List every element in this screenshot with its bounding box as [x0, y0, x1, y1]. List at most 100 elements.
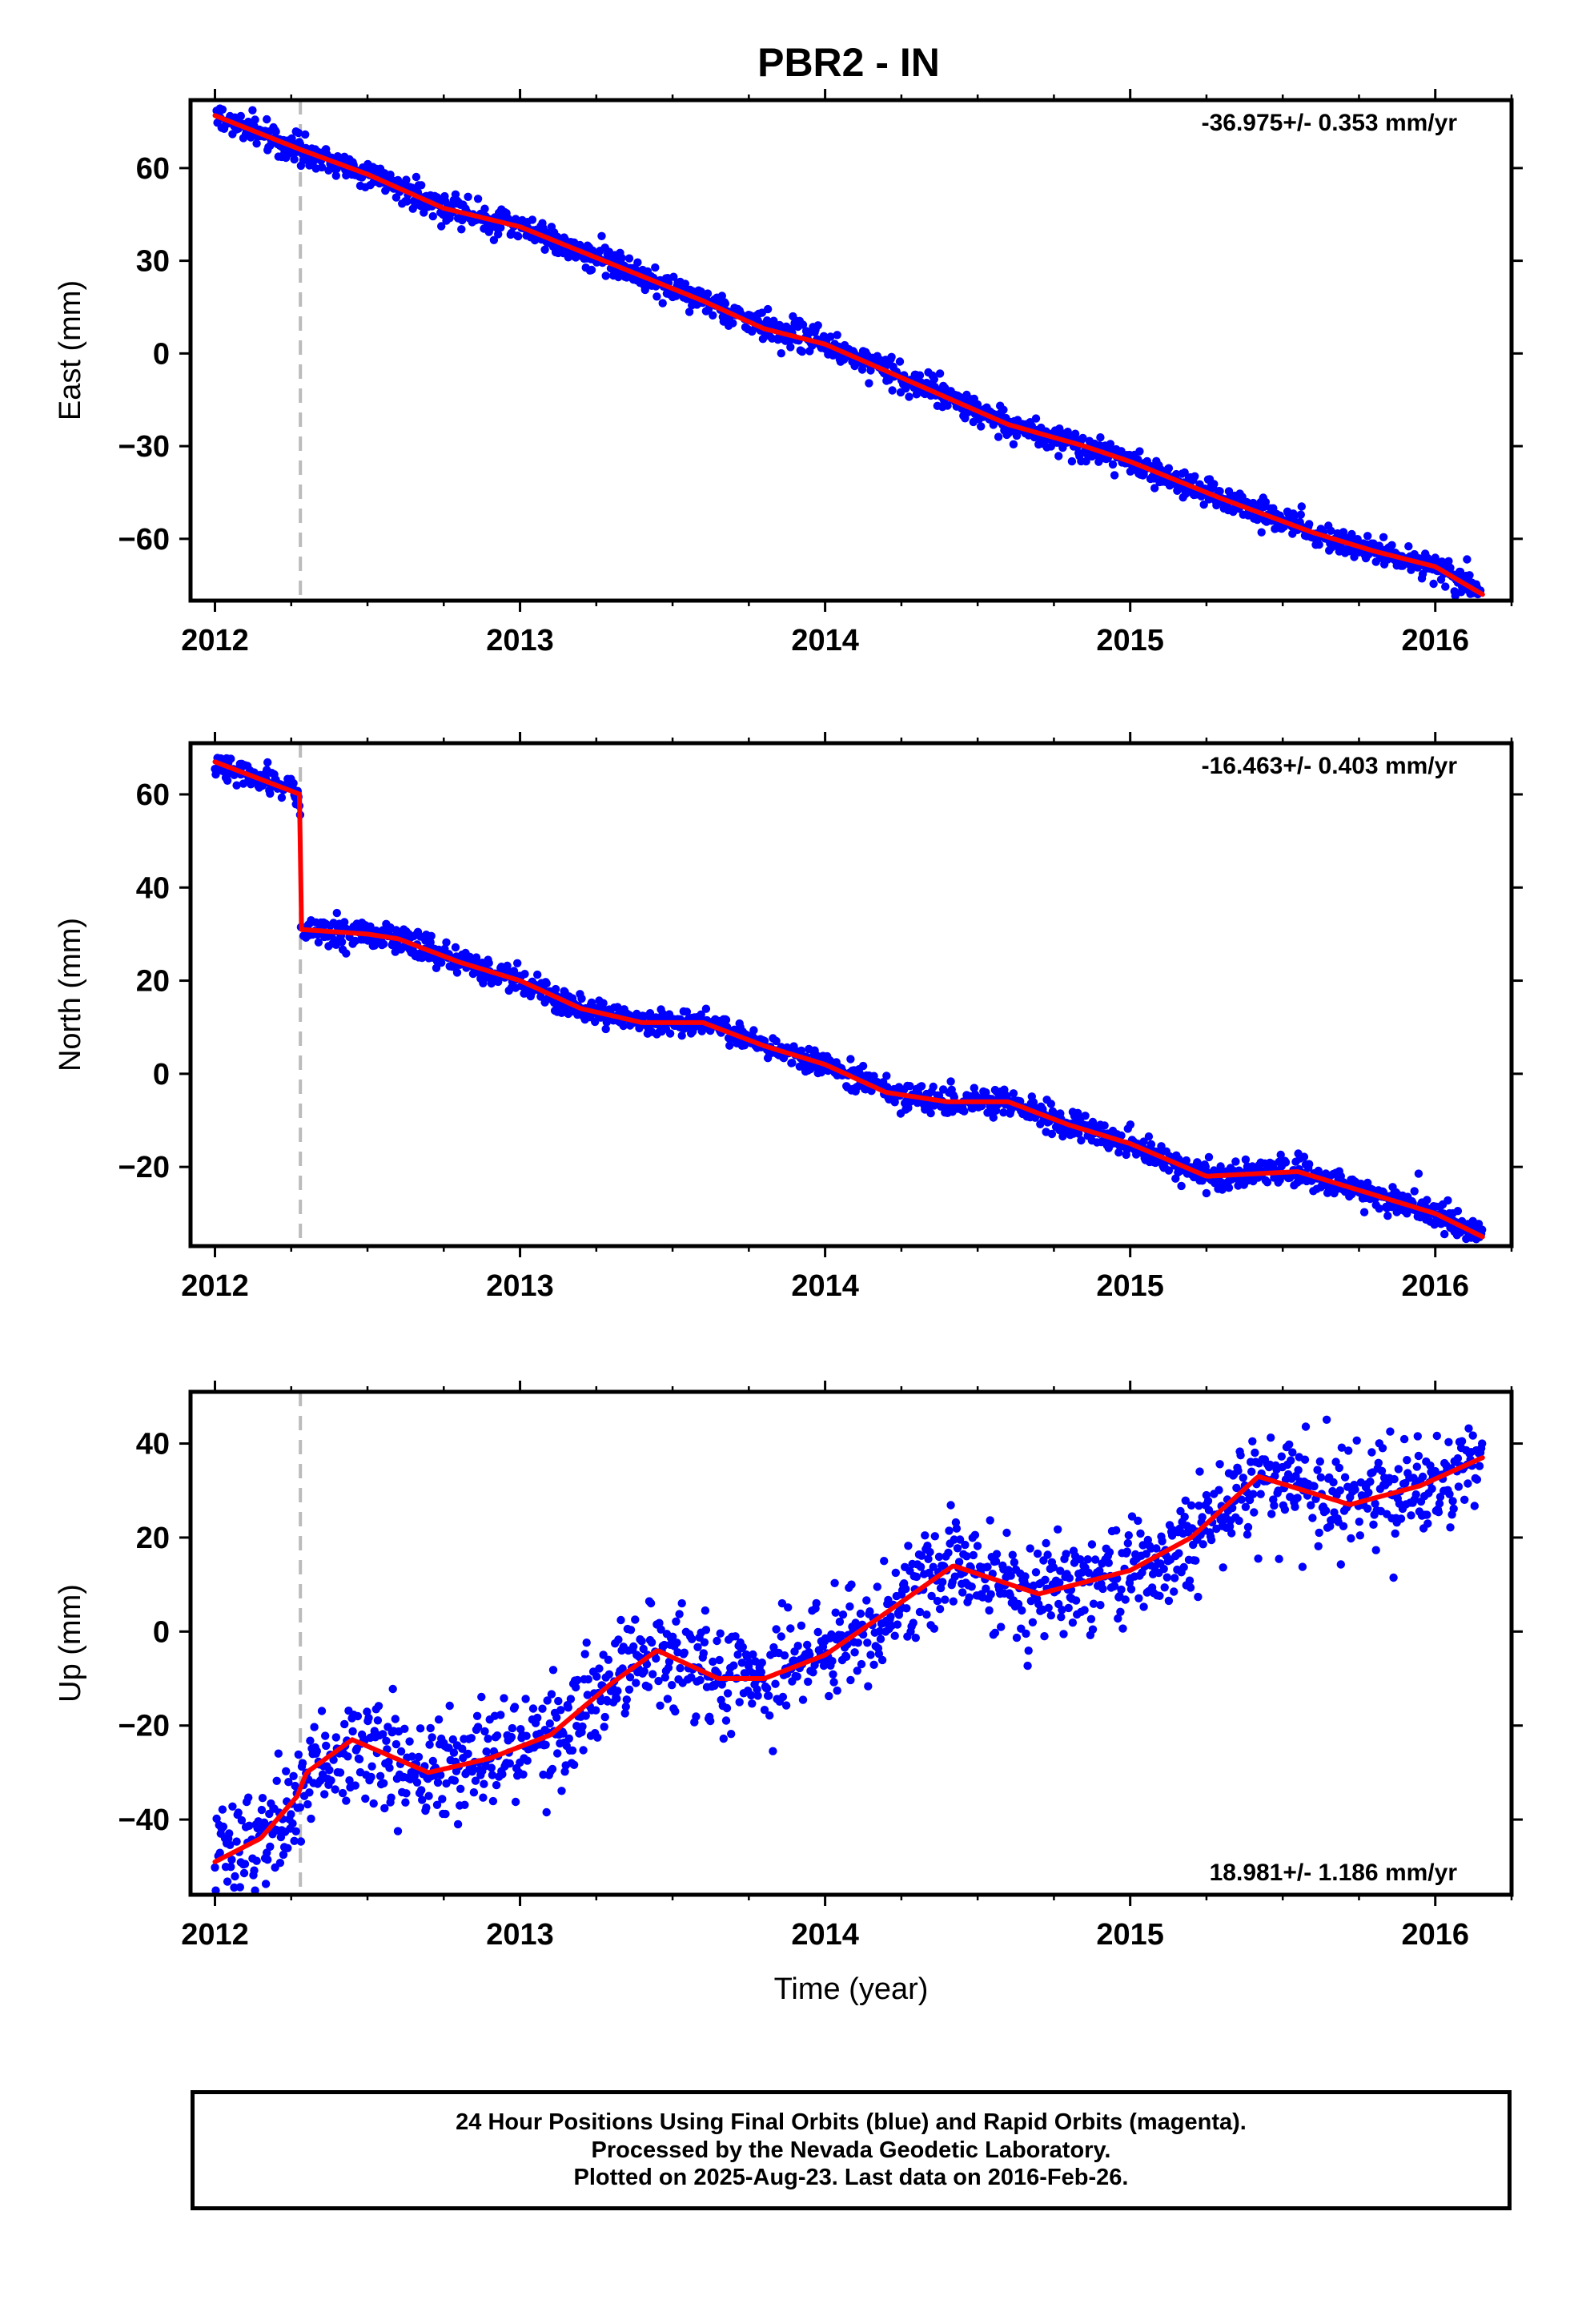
data-point [1054, 1526, 1062, 1534]
x-tick-label: 2016 [1401, 624, 1469, 657]
figure: PBR2 - IN 2012 2013 2014 2015 201660300−30−6… [0, 0, 1582, 2324]
data-point [1464, 1479, 1472, 1487]
data-point [339, 1789, 347, 1797]
data-point [1098, 1585, 1106, 1593]
data-point [438, 1795, 446, 1803]
data-point [814, 1628, 822, 1636]
data-point [1465, 571, 1473, 579]
data-point [888, 386, 896, 394]
data-point [797, 1622, 805, 1630]
data-point [601, 1713, 609, 1721]
data-point [578, 1723, 586, 1731]
y-tick-label: 30 [136, 245, 170, 279]
data-point [488, 1763, 496, 1771]
panel-up: 2012 2013 2014 2015 201640200−20−40Up (mm)18… [54, 1381, 1523, 2006]
data-point [794, 1642, 802, 1650]
data-point [1242, 1156, 1250, 1164]
data-point [512, 1798, 520, 1806]
data-point [332, 1733, 340, 1741]
data-point [1299, 1562, 1307, 1570]
rate-annotation: -36.975+/- 0.353 mm/yr [1202, 110, 1458, 136]
data-point [367, 1763, 375, 1771]
data-point [1247, 1468, 1255, 1476]
data-point [364, 1714, 372, 1722]
data-point [781, 1651, 789, 1659]
data-point [1270, 1502, 1278, 1510]
data-point [1023, 1662, 1031, 1670]
data-point [623, 1695, 631, 1703]
data-point [912, 1634, 920, 1642]
data-point [391, 1715, 400, 1723]
data-point [1375, 1459, 1383, 1467]
data-point [1288, 1448, 1296, 1456]
data-point [1210, 480, 1218, 488]
data-point [1355, 1518, 1363, 1526]
data-point [1419, 1473, 1427, 1481]
data-point [1177, 1182, 1185, 1190]
data-point [287, 1810, 295, 1818]
data-point [402, 1789, 410, 1797]
data-point [1029, 1618, 1037, 1626]
data-point [729, 319, 737, 327]
data-point [1464, 1425, 1472, 1433]
x-tick-label: 2013 [486, 1269, 554, 1303]
data-point [1170, 1587, 1178, 1595]
data-point [543, 979, 551, 987]
data-point [1435, 1508, 1443, 1516]
data-point [656, 1702, 664, 1710]
data-point [1180, 1563, 1188, 1571]
data-point [370, 1799, 378, 1807]
data-point [236, 1883, 244, 1891]
data-point [1372, 1546, 1380, 1554]
data-point [223, 777, 231, 785]
data-point [1443, 1196, 1452, 1204]
data-point [961, 1541, 969, 1549]
data-point [425, 1740, 433, 1748]
data-point [529, 1704, 537, 1712]
x-tick-label: 2014 [791, 1918, 859, 1952]
data-point [1336, 1486, 1344, 1494]
data-point [987, 1590, 995, 1598]
data-point [480, 1727, 488, 1735]
data-point [1341, 1474, 1349, 1482]
data-point [297, 1837, 305, 1845]
data-point [652, 292, 661, 300]
data-point [850, 1648, 858, 1656]
data-point [489, 1797, 497, 1805]
data-point [1423, 1519, 1431, 1527]
data-point [688, 1635, 696, 1643]
data-point [1045, 1604, 1053, 1612]
data-point [997, 1622, 1005, 1630]
data-point [622, 1703, 630, 1711]
data-point [385, 1763, 393, 1771]
data-point [832, 1609, 840, 1617]
data-point [1315, 1529, 1323, 1537]
data-point [424, 1792, 432, 1800]
panels: 2012 2013 2014 2015 201660300−30−60East (mm)… [54, 89, 1523, 2006]
data-point [593, 1734, 601, 1742]
data-point [292, 1827, 300, 1835]
data-point [290, 155, 298, 163]
data-point [1116, 1608, 1124, 1616]
data-point [602, 271, 610, 279]
data-point [813, 1599, 821, 1607]
data-point [1476, 1462, 1484, 1470]
data-point [322, 1742, 330, 1750]
data-point [492, 1781, 500, 1789]
data-point [1244, 1523, 1252, 1531]
data-point [506, 1759, 514, 1767]
data-point [1234, 1466, 1242, 1474]
footer-line-1: 24 Hour Positions Using Final Orbits (bl… [195, 2109, 1508, 2137]
data-point [1123, 1547, 1131, 1555]
data-point [1125, 1531, 1133, 1539]
x-tick-label: 2016 [1401, 1918, 1469, 1952]
data-point [1072, 1596, 1080, 1604]
x-axis-label: Time (year) [774, 1972, 929, 2006]
data-point [1351, 1486, 1359, 1494]
data-point [1126, 1120, 1134, 1128]
data-point [696, 1676, 704, 1684]
data-point [986, 1516, 994, 1524]
data-point [441, 1810, 449, 1818]
data-point [374, 1716, 382, 1724]
data-point [1248, 1437, 1256, 1445]
